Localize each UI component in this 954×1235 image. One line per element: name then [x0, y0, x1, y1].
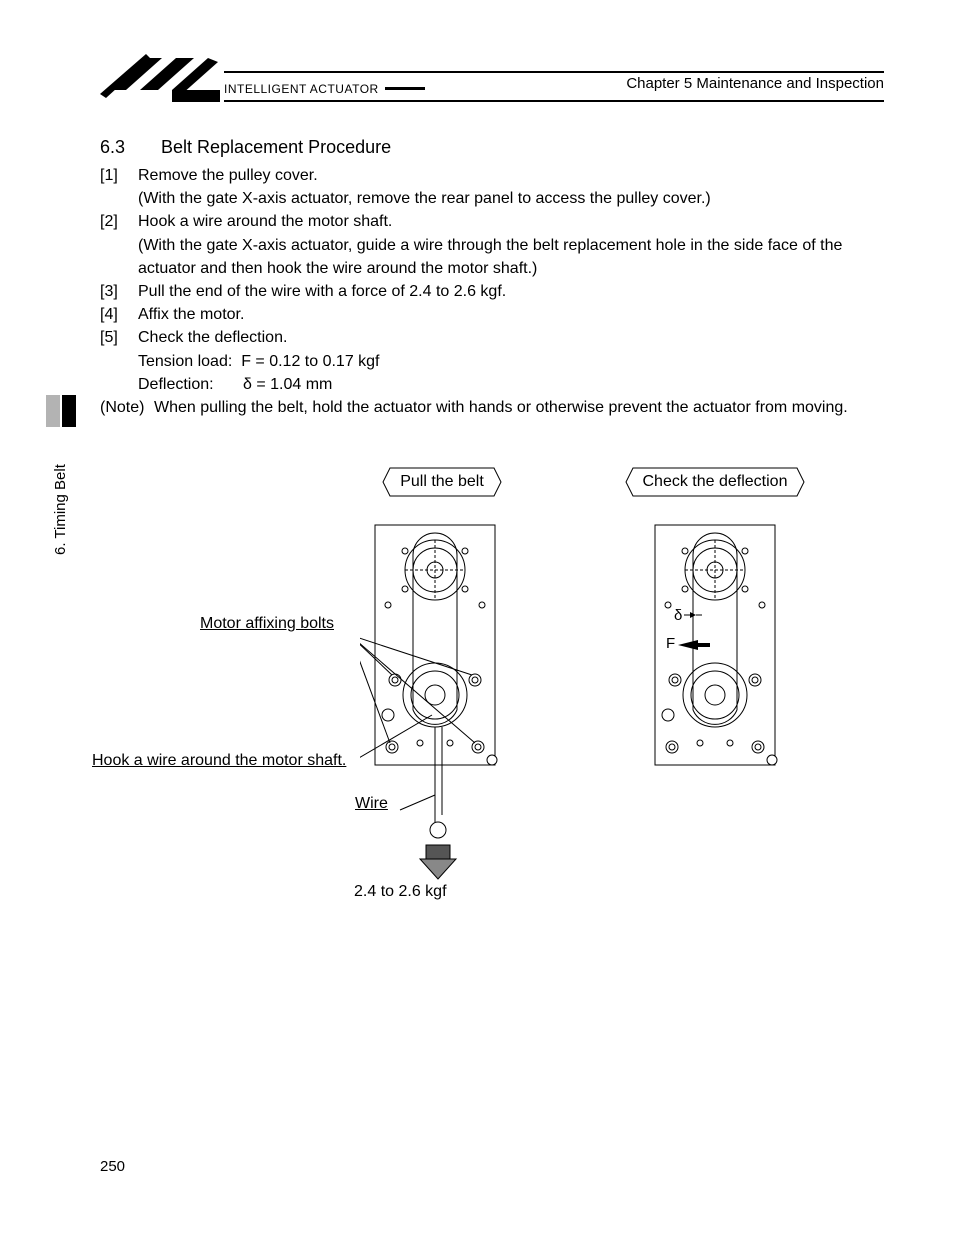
section-body: 6.3 Belt Replacement Procedure [1] Remov…	[100, 134, 884, 419]
deflection-label: Deflection:	[138, 373, 243, 396]
figure-left-mechanism	[360, 515, 530, 905]
side-tab-label: 6. Timing Belt	[52, 464, 69, 555]
tension-line: Tension load: F = 0.12 to 0.17 kgf	[138, 350, 884, 373]
step-4-num: [4]	[100, 303, 138, 326]
page-header: INTELLIGENT ACTUATOR Chapter 5 Maintenan…	[100, 50, 884, 102]
force-f-symbol: F	[666, 635, 675, 652]
side-tab: 6. Timing Belt	[46, 395, 76, 555]
step-1-text: Remove the pulley cover.	[138, 167, 318, 184]
label-wire: Wire	[355, 795, 388, 813]
tab-black-block	[62, 395, 76, 427]
section-title: Belt Replacement Procedure	[161, 137, 391, 157]
section-number: 6.3	[100, 134, 156, 160]
callout-pull-wrap: Pull the belt	[382, 467, 502, 497]
step-5-text: Check the deflection.	[138, 326, 884, 349]
page-number: 250	[100, 1158, 125, 1175]
step-5-num: [5]	[100, 326, 138, 349]
tension-value: F = 0.12 to 0.17 kgf	[241, 353, 379, 370]
delta-symbol: δ	[674, 607, 682, 624]
header-rule-bottom	[224, 100, 884, 102]
callout-pull-text: Pull the belt	[382, 467, 502, 497]
tension-label: Tension load:	[138, 353, 232, 370]
note-label: (Note)	[100, 396, 154, 419]
brand-dash-icon	[385, 87, 425, 90]
figure-right-mechanism	[640, 515, 790, 775]
step-2: [2] Hook a wire around the motor shaft. …	[100, 210, 884, 280]
tab-gray-block	[46, 395, 60, 427]
step-4: [4] Affix the motor.	[100, 303, 884, 326]
step-1-sub: (With the gate X-axis actuator, remove t…	[138, 190, 711, 207]
header-rule-top	[224, 71, 884, 73]
label-force: 2.4 to 2.6 kgf	[354, 883, 447, 901]
callout-check-wrap: Check the deflection	[625, 467, 805, 497]
section-heading: 6.3 Belt Replacement Procedure	[100, 134, 884, 160]
figure-area: Pull the belt Check the deflection	[100, 467, 884, 947]
step-3: [3] Pull the end of the wire with a forc…	[100, 280, 884, 303]
note-line: (Note) When pulling the belt, hold the a…	[100, 396, 884, 419]
brand-text: INTELLIGENT ACTUATOR	[224, 82, 379, 96]
step-1-num: [1]	[100, 164, 138, 210]
step-3-text: Pull the end of the wire with a force of…	[138, 280, 884, 303]
deflection-line: Deflection:δ = 1.04 mm	[138, 373, 884, 396]
label-hook-wire: Hook a wire around the motor shaft.	[92, 752, 346, 770]
deflection-value: δ = 1.04 mm	[243, 376, 332, 393]
step-2-sub: (With the gate X-axis actuator, guide a …	[138, 237, 842, 277]
chapter-title: Chapter 5 Maintenance and Inspection	[626, 75, 884, 92]
step-1: [1] Remove the pulley cover. (With the g…	[100, 164, 884, 210]
page: 6. Timing Belt INTELLIGENT ACTUATOR Chap…	[0, 0, 954, 1235]
step-2-text: Hook a wire around the motor shaft.	[138, 213, 392, 230]
note-text: When pulling the belt, hold the actuator…	[154, 396, 884, 419]
callout-check-text: Check the deflection	[625, 467, 805, 497]
brand-logo-icon	[100, 50, 220, 102]
step-4-text: Affix the motor.	[138, 303, 884, 326]
step-2-num: [2]	[100, 210, 138, 280]
step-5: [5] Check the deflection.	[100, 326, 884, 349]
step-3-num: [3]	[100, 280, 138, 303]
label-motor-bolts: Motor affixing bolts	[200, 615, 334, 633]
